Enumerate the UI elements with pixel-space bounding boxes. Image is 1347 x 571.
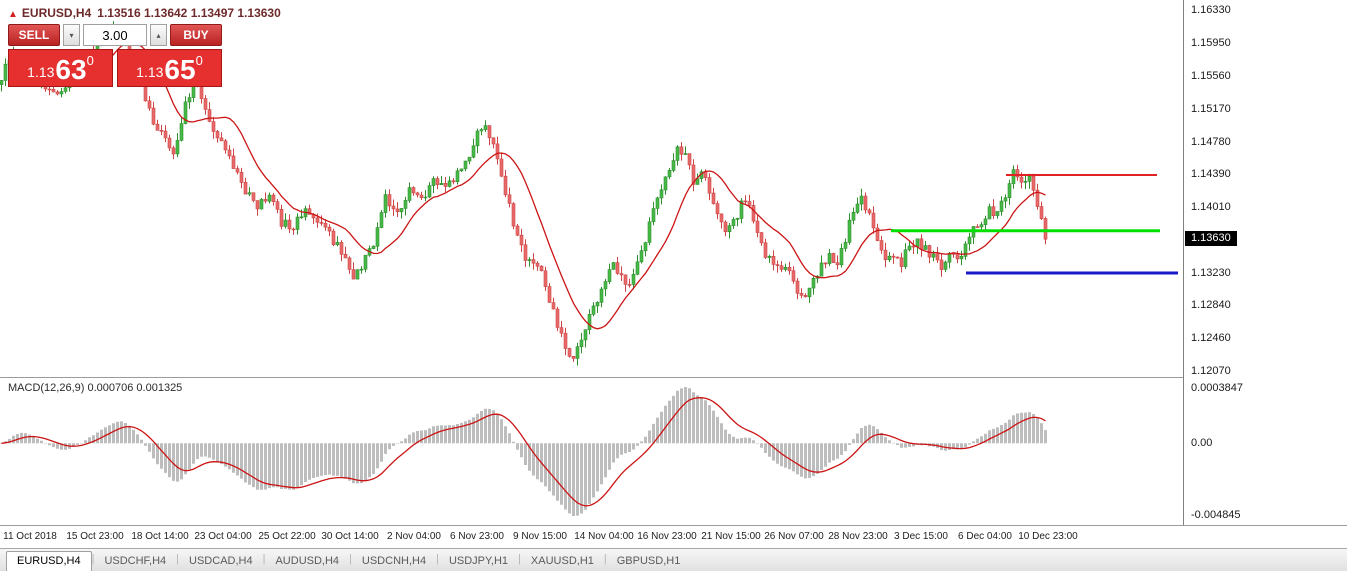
lot-decrease-button[interactable]: ▾ bbox=[63, 24, 80, 46]
current-price-badge: 1.13630 bbox=[1185, 231, 1237, 247]
time-axis-label: 25 Oct 22:00 bbox=[258, 531, 316, 542]
price-axis-label: 1.13230 bbox=[1191, 266, 1231, 279]
price-axis-label: 1.14780 bbox=[1191, 135, 1231, 148]
tab-usdcnh-h4[interactable]: USDCNH,H4 bbox=[361, 555, 427, 567]
price-axis-label: 1.15170 bbox=[1191, 102, 1231, 115]
macd-axis-zero: 0.00 bbox=[1191, 437, 1213, 450]
tab-usdchf-h4[interactable]: USDCHF,H4 bbox=[104, 555, 167, 567]
time-axis-label: 15 Oct 23:00 bbox=[66, 531, 124, 542]
tab-separator: | bbox=[91, 553, 95, 565]
time-axis-label: 2 Nov 04:00 bbox=[387, 531, 441, 542]
tab-separator: | bbox=[436, 553, 439, 565]
price-axis[interactable]: 1.16330 1.15950 1.15560 1.15170 1.14780 1.143… bbox=[1183, 0, 1347, 525]
candlestick-chart-canvas[interactable] bbox=[0, 0, 1183, 377]
macd-chart-canvas[interactable] bbox=[0, 378, 1183, 525]
tab-separator: | bbox=[262, 553, 266, 565]
sell-price-prefix: 1.13 bbox=[27, 64, 55, 80]
buy-price-display[interactable]: 1.13 65 0 bbox=[117, 49, 222, 87]
chart-header: ▲ EURUSD,H4 1.13516 1.13642 1.13497 1.1363… bbox=[8, 6, 281, 20]
tab-separator: | bbox=[518, 553, 521, 565]
macd-axis-max: 0.0003847 bbox=[1191, 382, 1243, 394]
time-axis-label: 10 Dec 23:00 bbox=[1018, 531, 1078, 542]
macd-panel[interactable]: MACD(12,26,9) 0.000706 0.001325 bbox=[0, 378, 1183, 525]
symbol-icon: ▲ bbox=[8, 9, 18, 20]
time-axis-label: 6 Nov 23:00 bbox=[450, 531, 504, 542]
sell-price-display[interactable]: 1.13 63 0 bbox=[8, 49, 113, 87]
macd-indicator-label: MACD(12,26,9) 0.000706 0.001325 bbox=[8, 382, 182, 394]
time-axis-label: 23 Oct 04:00 bbox=[194, 531, 252, 542]
time-axis-label: 6 Dec 04:00 bbox=[958, 531, 1012, 542]
time-axis-label: 21 Nov 15:00 bbox=[701, 531, 761, 542]
symbol-title: EURUSD,H4 bbox=[21, 6, 92, 20]
tab-separator: | bbox=[176, 553, 180, 565]
time-axis-label: 30 Oct 14:00 bbox=[321, 531, 379, 542]
time-axis-label: 9 Nov 15:00 bbox=[513, 531, 567, 542]
macd-axis-min: -0.004845 bbox=[1191, 509, 1241, 521]
lot-increase-button[interactable]: ▴ bbox=[150, 24, 167, 46]
tab-separator: | bbox=[603, 553, 607, 565]
time-axis-label: 11 Oct 2018 bbox=[3, 531, 57, 542]
sell-price-pip-digit: 0 bbox=[86, 53, 94, 68]
price-axis-label: 1.12460 bbox=[1191, 331, 1231, 344]
tab-gbpusd-h1[interactable]: GBPUSD,H1 bbox=[616, 555, 681, 567]
time-axis-label: 16 Nov 23:00 bbox=[637, 531, 697, 542]
price-chart[interactable]: ▲ EURUSD,H4 1.13516 1.13642 1.13497 1.1363… bbox=[0, 0, 1183, 377]
tab-audusd-h4[interactable]: AUDUSD,H4 bbox=[275, 555, 340, 567]
buy-price-pip-digit: 0 bbox=[195, 53, 203, 68]
tab-separator: | bbox=[349, 553, 352, 565]
time-axis-label: 28 Nov 23:00 bbox=[828, 531, 888, 542]
buy-price-big-digits: 65 bbox=[164, 54, 196, 86]
price-axis-label: 1.15560 bbox=[1191, 69, 1231, 82]
sell-button[interactable]: SELL bbox=[8, 24, 60, 46]
tab-eurusd-h4[interactable]: EURUSD,H4 bbox=[6, 551, 92, 571]
lot-size-input[interactable] bbox=[83, 24, 147, 46]
price-axis-label: 1.14390 bbox=[1191, 168, 1231, 181]
time-axis[interactable]: 11 Oct 2018 15 Oct 23:00 18 Oct 14:00 23 Oc… bbox=[0, 526, 1347, 548]
chevron-up-icon: ▴ bbox=[156, 30, 161, 40]
trade-controls-row: SELL ▾ ▴ BUY bbox=[8, 24, 222, 46]
panel-separator[interactable] bbox=[0, 377, 1347, 378]
buy-price-prefix: 1.13 bbox=[136, 64, 164, 80]
macd-values: 0.000706 0.001325 bbox=[87, 382, 183, 394]
chevron-down-icon: ▾ bbox=[69, 30, 74, 40]
tab-usdcad-h4[interactable]: USDCAD,H4 bbox=[189, 555, 253, 567]
tab-usdjpy-h1[interactable]: USDJPY,H1 bbox=[448, 555, 509, 567]
panel-separator-bottom bbox=[0, 525, 1347, 526]
quote-row: 1.13 63 0 1.13 65 0 bbox=[8, 49, 222, 87]
chart-tab-bar: EURUSD,H4 | USDCHF,H4 | USDCAD,H4 | AUDUSD,H4 |… bbox=[0, 548, 1347, 571]
buy-button[interactable]: BUY bbox=[170, 24, 222, 46]
one-click-trading-panel: SELL ▾ ▴ BUY 1.13 63 0 1.13 65 0 bbox=[8, 24, 222, 87]
time-axis-label: 26 Nov 07:00 bbox=[764, 531, 824, 542]
time-axis-label: 3 Dec 15:00 bbox=[894, 531, 948, 542]
price-axis-label: 1.12070 bbox=[1191, 364, 1231, 377]
time-axis-label: 14 Nov 04:00 bbox=[574, 531, 634, 542]
price-axis-label: 1.15950 bbox=[1191, 36, 1231, 49]
price-axis-label: 1.14010 bbox=[1191, 200, 1231, 213]
time-axis-label: 18 Oct 14:00 bbox=[131, 531, 189, 542]
price-axis-label: 1.12840 bbox=[1191, 299, 1231, 312]
sell-price-big-digits: 63 bbox=[55, 54, 87, 86]
tab-xauusd-h1[interactable]: XAUUSD,H1 bbox=[530, 555, 594, 567]
ohlc-readout: 1.13516 1.13642 1.13497 1.13630 bbox=[97, 6, 281, 20]
price-axis-label: 1.16330 bbox=[1191, 4, 1231, 17]
macd-title: MACD(12,26,9) bbox=[8, 382, 85, 394]
